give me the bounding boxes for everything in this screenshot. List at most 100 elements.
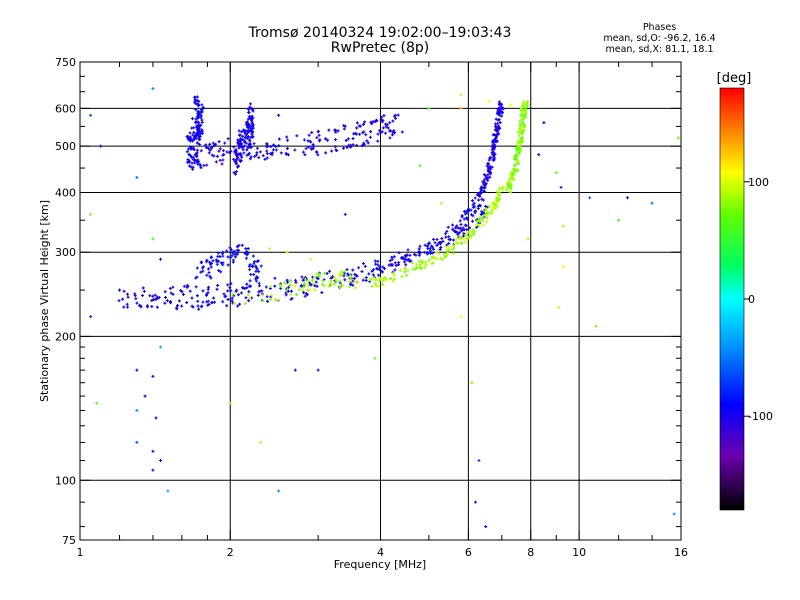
data-point xyxy=(338,285,342,289)
data-point xyxy=(461,234,465,238)
data-point xyxy=(418,263,422,267)
data-point xyxy=(487,158,491,162)
data-point xyxy=(247,299,251,303)
data-point xyxy=(518,149,522,153)
data-point xyxy=(135,440,139,444)
data-point xyxy=(191,133,195,137)
data-point xyxy=(406,248,410,252)
data-point xyxy=(349,277,353,281)
data-point xyxy=(352,276,356,280)
data-point xyxy=(320,291,324,295)
data-point xyxy=(519,136,523,140)
data-point xyxy=(381,282,385,286)
data-point xyxy=(239,291,243,295)
data-point xyxy=(362,143,366,147)
data-point xyxy=(269,152,273,156)
data-point xyxy=(195,294,199,298)
data-point xyxy=(323,271,327,275)
data-point xyxy=(273,284,277,288)
data-point xyxy=(488,167,492,171)
data-point xyxy=(239,142,243,146)
data-point xyxy=(188,164,192,168)
data-point xyxy=(241,134,245,138)
data-point xyxy=(405,258,409,262)
data-point xyxy=(520,104,524,108)
data-point xyxy=(234,158,238,162)
data-point xyxy=(225,304,229,308)
data-point xyxy=(519,106,523,110)
data-point xyxy=(249,272,253,276)
y-tick-label: 600 xyxy=(55,102,76,115)
data-point xyxy=(493,206,497,210)
data-point xyxy=(221,263,225,267)
data-point xyxy=(456,226,460,230)
data-point xyxy=(272,143,276,147)
data-point xyxy=(474,223,478,227)
data-point xyxy=(205,260,209,264)
data-point xyxy=(279,283,283,287)
data-point xyxy=(265,299,269,303)
data-point xyxy=(235,248,239,252)
data-point xyxy=(459,315,463,319)
data-point xyxy=(561,224,565,228)
data-point xyxy=(225,150,229,154)
data-point xyxy=(343,212,347,216)
data-point xyxy=(459,106,463,110)
data-point xyxy=(392,273,396,277)
x-tick-label: 16 xyxy=(674,546,688,559)
data-point xyxy=(394,116,398,120)
data-point xyxy=(443,255,447,259)
data-point xyxy=(446,251,450,255)
data-point xyxy=(426,252,430,256)
data-point xyxy=(250,125,254,129)
data-point xyxy=(196,114,200,118)
data-point xyxy=(473,196,477,200)
data-point xyxy=(492,154,496,158)
data-point xyxy=(353,286,357,290)
y-tick-labels: 75 100 200 300 400 500 600 750 xyxy=(55,56,76,547)
data-point xyxy=(151,237,155,241)
data-point xyxy=(295,292,299,296)
data-point xyxy=(199,108,203,112)
data-point xyxy=(465,216,468,220)
data-point xyxy=(242,128,246,132)
data-point xyxy=(517,133,521,137)
data-point xyxy=(351,137,355,141)
data-point xyxy=(451,247,455,251)
data-point xyxy=(458,231,462,235)
data-point xyxy=(391,119,395,123)
data-point xyxy=(472,201,476,205)
chart-title-line1: Tromsø 20140324 19:02:00–19:03:43 xyxy=(248,25,512,41)
data-point xyxy=(216,254,220,258)
data-point xyxy=(428,246,432,250)
data-point xyxy=(522,123,526,127)
data-point xyxy=(479,212,483,216)
data-point xyxy=(159,257,163,261)
data-point xyxy=(159,345,163,349)
data-point xyxy=(373,356,377,360)
data-point xyxy=(471,227,475,231)
data-point xyxy=(207,151,211,155)
data-point xyxy=(482,178,486,182)
data-point xyxy=(385,123,389,127)
data-point xyxy=(439,245,443,249)
data-point xyxy=(333,145,337,149)
data-point xyxy=(273,276,277,280)
data-point xyxy=(384,125,388,129)
data-point xyxy=(317,133,321,137)
data-point xyxy=(414,253,418,257)
data-point xyxy=(521,109,525,113)
data-point xyxy=(447,249,451,253)
data-point xyxy=(243,251,247,255)
data-point xyxy=(192,130,196,134)
data-point xyxy=(245,153,249,157)
data-point xyxy=(143,394,147,398)
data-point xyxy=(196,124,200,128)
data-point xyxy=(257,270,261,274)
data-point xyxy=(514,162,518,166)
data-point xyxy=(126,295,130,299)
data-point xyxy=(196,299,200,303)
data-point xyxy=(333,138,337,142)
data-point xyxy=(347,280,351,284)
data-point xyxy=(312,145,316,149)
